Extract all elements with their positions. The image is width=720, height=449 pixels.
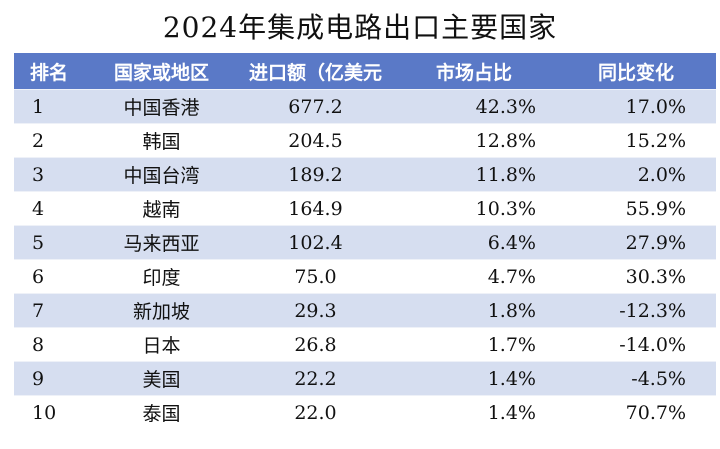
cell-region: 印度 bbox=[84, 259, 239, 294]
cell-share: 6.4% bbox=[392, 225, 556, 260]
cell-amount: 204.5 bbox=[239, 123, 392, 158]
cell-amount: 677.2 bbox=[239, 89, 392, 124]
cell-rank: 2 bbox=[14, 123, 84, 158]
table-row: 4 越南 164.9 10.3% 55.9% bbox=[14, 191, 716, 226]
cell-share: 1.8% bbox=[392, 293, 556, 328]
table-row: 6 印度 75.0 4.7% 30.3% bbox=[14, 259, 716, 294]
cell-change: 27.9% bbox=[556, 225, 716, 260]
cell-rank: 9 bbox=[14, 361, 84, 396]
header-region: 国家或地区 bbox=[84, 53, 239, 90]
header-share: 市场占比 bbox=[392, 53, 556, 90]
header-change: 同比变化 bbox=[556, 53, 716, 90]
cell-rank: 7 bbox=[14, 293, 84, 328]
cell-change: 17.0% bbox=[556, 89, 716, 124]
cell-change: 70.7% bbox=[556, 395, 716, 429]
table-row: 3 中国台湾 189.2 11.8% 2.0% bbox=[14, 157, 716, 192]
table-row: 8 日本 26.8 1.7% -14.0% bbox=[14, 327, 716, 362]
cell-region: 马来西亚 bbox=[84, 225, 239, 260]
cell-region: 韩国 bbox=[84, 123, 239, 158]
header-amount: 进口额（亿美元 bbox=[239, 53, 392, 90]
cell-change: 30.3% bbox=[556, 259, 716, 294]
table-row: 5 马来西亚 102.4 6.4% 27.9% bbox=[14, 225, 716, 260]
table-row: 10 泰国 22.0 1.4% 70.7% bbox=[14, 395, 716, 429]
cell-share: 1.7% bbox=[392, 327, 556, 362]
cell-region: 美国 bbox=[84, 361, 239, 396]
cell-region: 中国香港 bbox=[84, 89, 239, 124]
cell-region: 中国台湾 bbox=[84, 157, 239, 192]
cell-share: 1.4% bbox=[392, 361, 556, 396]
table-row: 9 美国 22.2 1.4% -4.5% bbox=[14, 361, 716, 396]
cell-change: 55.9% bbox=[556, 191, 716, 226]
cell-region: 越南 bbox=[84, 191, 239, 226]
cell-rank: 6 bbox=[14, 259, 84, 294]
header-rank: 排名 bbox=[14, 53, 84, 90]
cell-region: 泰国 bbox=[84, 395, 239, 429]
cell-share: 11.8% bbox=[392, 157, 556, 192]
cell-amount: 22.0 bbox=[239, 395, 392, 429]
cell-share: 42.3% bbox=[392, 89, 556, 124]
table-row: 7 新加坡 29.3 1.8% -12.3% bbox=[14, 293, 716, 328]
cell-rank: 5 bbox=[14, 225, 84, 260]
cell-share: 10.3% bbox=[392, 191, 556, 226]
cell-region: 日本 bbox=[84, 327, 239, 362]
cell-share: 1.4% bbox=[392, 395, 556, 429]
cell-amount: 102.4 bbox=[239, 225, 392, 260]
cell-rank: 4 bbox=[14, 191, 84, 226]
cell-amount: 26.8 bbox=[239, 327, 392, 362]
cell-change: -12.3% bbox=[556, 293, 716, 328]
table-row: 2 韩国 204.5 12.8% 15.2% bbox=[14, 123, 716, 158]
cell-amount: 189.2 bbox=[239, 157, 392, 192]
cell-region: 新加坡 bbox=[84, 293, 239, 328]
cell-change: 15.2% bbox=[556, 123, 716, 158]
page-title: 2024年集成电路出口主要国家 bbox=[162, 11, 558, 44]
cell-rank: 8 bbox=[14, 327, 84, 362]
table-row: 1 中国香港 677.2 42.3% 17.0% bbox=[14, 89, 716, 124]
cell-amount: 22.2 bbox=[239, 361, 392, 396]
cell-share: 4.7% bbox=[392, 259, 556, 294]
table-header-row: 排名 国家或地区 进口额（亿美元 市场占比 同比变化 bbox=[14, 53, 716, 90]
cell-change: -14.0% bbox=[556, 327, 716, 362]
cell-share: 12.8% bbox=[392, 123, 556, 158]
cell-amount: 75.0 bbox=[239, 259, 392, 294]
cell-amount: 29.3 bbox=[239, 293, 392, 328]
cell-rank: 10 bbox=[14, 395, 84, 429]
cell-change: 2.0% bbox=[556, 157, 716, 192]
cell-rank: 3 bbox=[14, 157, 84, 192]
cell-change: -4.5% bbox=[556, 361, 716, 396]
export-table: 排名 国家或地区 进口额（亿美元 市场占比 同比变化 1 中国香港 677.2 … bbox=[14, 53, 716, 429]
cell-rank: 1 bbox=[14, 89, 84, 124]
cell-amount: 164.9 bbox=[239, 191, 392, 226]
